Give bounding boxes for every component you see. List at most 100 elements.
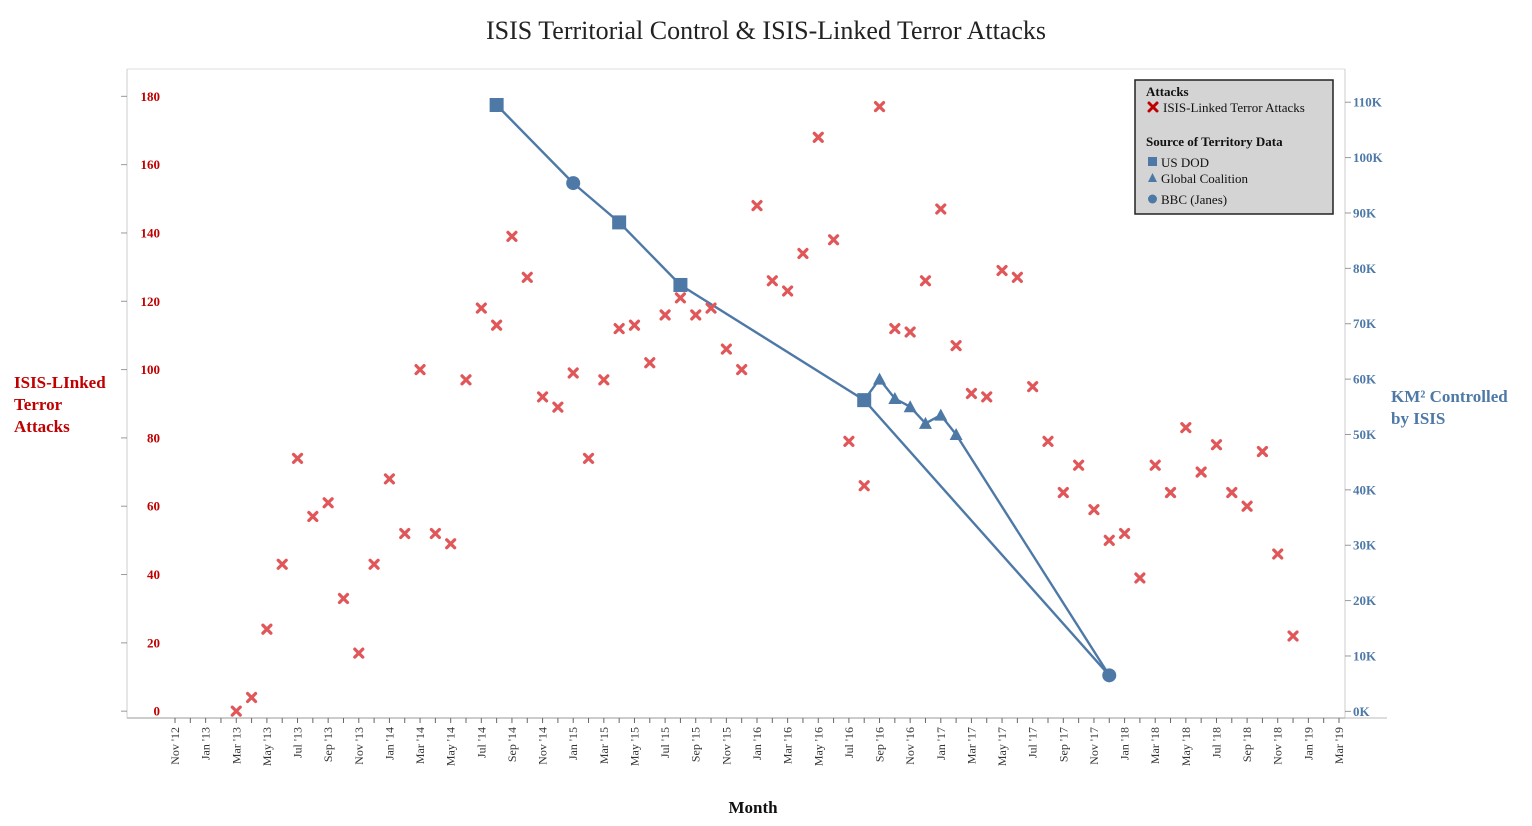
legend: Attacks ISIS-Linked Terror Attacks Sourc… bbox=[1134, 79, 1334, 215]
attack-point bbox=[950, 340, 962, 352]
global-coalition-point bbox=[934, 408, 948, 421]
attack-point bbox=[873, 100, 886, 113]
legend-attacks-item: ISIS-Linked Terror Attacks bbox=[1163, 100, 1305, 115]
legend-item-global-coalition: Global Coalition bbox=[1161, 171, 1249, 186]
x-tick-label: Sep '18 bbox=[1240, 727, 1254, 762]
triangle-icon bbox=[1148, 173, 1157, 182]
attack-point bbox=[812, 131, 824, 143]
x-tick-label: Mar '13 bbox=[229, 727, 243, 764]
x-tick-label: Jan '14 bbox=[382, 727, 396, 760]
right-tick-label: 80K bbox=[1353, 261, 1377, 276]
right-tick-label: 10K bbox=[1353, 648, 1377, 663]
x-tick-label: Sep '15 bbox=[689, 727, 703, 762]
x-tick-label: May '18 bbox=[1179, 727, 1193, 766]
attack-point bbox=[475, 302, 487, 314]
left-axis-label: ISIS-LInked Terror Attacks bbox=[14, 373, 106, 436]
right-tick-label: 100K bbox=[1353, 150, 1384, 165]
territory-line-bbc bbox=[863, 399, 1111, 677]
x-tick-label: Jan '16 bbox=[750, 727, 764, 760]
x-tick-label: Jul '13 bbox=[291, 727, 305, 758]
x-tick-label: Nov '18 bbox=[1271, 727, 1285, 765]
x-axis-label: Month bbox=[728, 798, 778, 817]
global-coalition-point bbox=[918, 416, 932, 429]
legend-item-us-dod: US DOD bbox=[1161, 155, 1209, 170]
global-coalition-point bbox=[888, 391, 902, 404]
legend-territory-title: Source of Territory Data bbox=[1146, 134, 1283, 149]
attack-point bbox=[230, 705, 242, 717]
right-tick-label: 90K bbox=[1353, 205, 1377, 220]
circle-icon bbox=[1148, 194, 1157, 204]
x-tick-label: Mar '17 bbox=[964, 727, 978, 764]
attack-point bbox=[353, 647, 365, 659]
attack-point bbox=[1256, 445, 1269, 458]
left-tick-label: 0 bbox=[154, 704, 161, 719]
x-tick-label: Jan '17 bbox=[934, 727, 948, 760]
attack-point bbox=[1164, 486, 1177, 499]
attack-point bbox=[1272, 548, 1284, 560]
attack-point bbox=[736, 363, 748, 376]
x-tick-label: May '15 bbox=[627, 727, 641, 766]
x-tick-label: Mar '15 bbox=[597, 727, 611, 764]
x-tick-label: Mar '14 bbox=[413, 727, 427, 764]
attack-point bbox=[1011, 271, 1023, 283]
x-tick-label: Mar '19 bbox=[1332, 727, 1346, 764]
left-tick-label: 80 bbox=[147, 430, 160, 445]
right-tick-label: 0K bbox=[1353, 704, 1371, 719]
right-tick-label: 60K bbox=[1353, 372, 1377, 387]
attack-point bbox=[1057, 486, 1069, 499]
x-axis: Nov '12 Jan '13 Mar '13 May '13 Jul '13 Sep '… bbox=[168, 718, 1346, 766]
attack-point bbox=[889, 323, 901, 335]
right-y-axis: 0K 10K 20K 30K 40K 50K 60K 70K 80K 90K 100K 110K bbox=[1345, 95, 1384, 719]
attack-point bbox=[552, 401, 564, 413]
attack-point bbox=[337, 592, 350, 605]
global-coalition-point bbox=[873, 372, 887, 385]
x-tick-label: Jul '18 bbox=[1209, 727, 1223, 758]
left-tick-label: 100 bbox=[141, 362, 161, 377]
x-tick-label: Nov '15 bbox=[719, 727, 733, 765]
attack-point bbox=[1287, 630, 1299, 642]
attack-point bbox=[291, 452, 304, 464]
attack-point bbox=[1073, 459, 1085, 471]
left-tick-label: 180 bbox=[141, 89, 161, 104]
attack-point bbox=[674, 292, 687, 304]
x-tick-label: Jan '13 bbox=[199, 727, 213, 760]
attack-point bbox=[613, 323, 625, 335]
right-tick-label: 70K bbox=[1353, 316, 1377, 331]
us-dod-point bbox=[673, 277, 688, 292]
plot-frame bbox=[126, 68, 1387, 719]
square-icon bbox=[1148, 157, 1157, 166]
attack-point bbox=[1226, 486, 1238, 499]
x-tick-label: Nov '16 bbox=[903, 727, 917, 765]
left-axis-label-line: ISIS-LInked bbox=[14, 373, 106, 392]
left-tick-label: 60 bbox=[147, 499, 160, 514]
attack-point bbox=[307, 510, 319, 523]
attack-point bbox=[1134, 572, 1146, 584]
territory-lines bbox=[495, 104, 1111, 677]
attack-point bbox=[460, 374, 472, 386]
territory-markers bbox=[489, 97, 1117, 683]
global-coalition-point bbox=[949, 427, 963, 440]
bbc-janes-point bbox=[1102, 668, 1117, 683]
attack-point bbox=[904, 326, 916, 338]
attack-point bbox=[536, 391, 549, 403]
attack-point bbox=[598, 374, 610, 386]
left-tick-label: 40 bbox=[147, 567, 160, 582]
attack-point bbox=[644, 357, 656, 369]
x-tick-label: Jul '15 bbox=[658, 727, 672, 758]
x-tick-label: Sep '17 bbox=[1056, 727, 1070, 762]
x-tick-label: Mar '16 bbox=[781, 727, 795, 764]
x-tick-label: Nov '12 bbox=[168, 727, 182, 765]
attack-point bbox=[1149, 459, 1161, 471]
attack-point bbox=[368, 558, 380, 570]
attack-point bbox=[414, 363, 426, 376]
x-tick-label: Jan '15 bbox=[566, 727, 580, 760]
attack-point bbox=[399, 527, 411, 540]
attack-point bbox=[858, 480, 870, 492]
left-y-axis: 0 20 40 60 80 100 120 140 160 180 bbox=[121, 89, 160, 719]
attack-point bbox=[1180, 422, 1192, 434]
x-tick-label: Jul '17 bbox=[1026, 727, 1040, 758]
us-dod-point bbox=[489, 97, 504, 112]
attack-point bbox=[751, 200, 763, 212]
x-tick-label: Jan '18 bbox=[1118, 727, 1132, 760]
left-tick-label: 120 bbox=[141, 294, 161, 309]
